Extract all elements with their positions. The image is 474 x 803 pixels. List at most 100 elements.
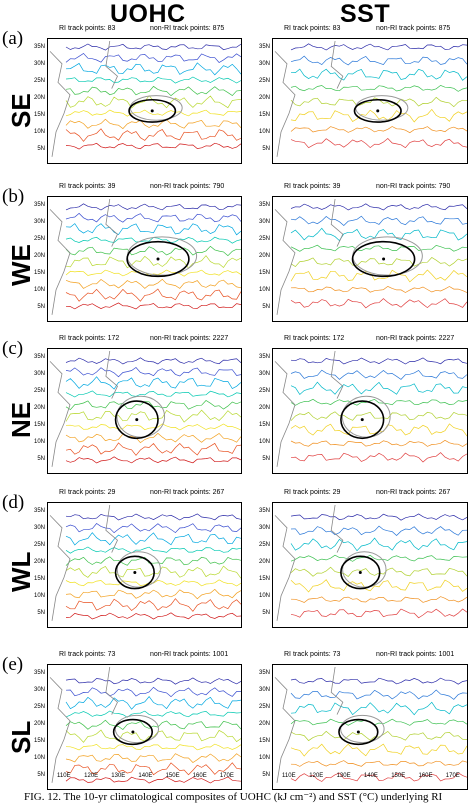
coastline <box>274 209 296 315</box>
ri-track-label: RI track points: 73 <box>284 651 341 658</box>
coastline <box>105 40 118 89</box>
lat-tick-label: 30N <box>258 218 270 225</box>
nonri-track-label: non-RI track points: 790 <box>376 183 451 190</box>
contour-line <box>290 369 467 380</box>
lat-tick-label: 25N <box>258 541 270 548</box>
row-letter: (e) <box>2 654 24 675</box>
contour-line <box>290 760 467 767</box>
contour-line <box>65 612 241 620</box>
contour-line <box>290 743 467 757</box>
contour-line <box>65 52 241 63</box>
lon-tick-label: 120E <box>309 773 324 779</box>
ri-track-label: RI track points: 172 <box>284 335 345 342</box>
contour-map <box>49 198 241 315</box>
lat-tick-label: 5N <box>262 771 270 778</box>
lat-tick-label: 10N <box>258 592 270 599</box>
ri-ellipse <box>340 400 385 440</box>
contour-line <box>290 411 467 421</box>
lat-tick-label: 25N <box>258 235 270 242</box>
contour-line <box>65 142 241 150</box>
nonri-ellipse <box>116 551 161 588</box>
lat-tick-label: 20N <box>258 94 270 101</box>
coastline <box>49 361 71 467</box>
lat-tick-label: 30N <box>258 60 270 67</box>
lat-tick-label: 35N <box>258 354 270 360</box>
coastline <box>105 198 118 247</box>
nonri-track-label: non-RI track points: 2227 <box>376 335 455 342</box>
lat-tick-label: 25N <box>33 541 45 548</box>
map-panel-sst: RI track points: 39 non-RI track points: … <box>259 183 468 322</box>
lat-tick-label: 35N <box>258 44 270 50</box>
contour-line <box>290 701 467 716</box>
contour-line <box>65 523 241 534</box>
contour-line <box>65 719 241 730</box>
contour-line <box>65 729 241 743</box>
contour-line <box>65 686 241 698</box>
ri-ellipse <box>112 718 154 746</box>
contour-line <box>290 772 467 782</box>
lat-tick-label: 30N <box>33 218 45 225</box>
contour-line <box>65 432 241 444</box>
lat-tick-label: 10N <box>33 438 45 445</box>
nonri-ellipse <box>342 551 387 588</box>
lat-tick-label: 5N <box>37 771 45 778</box>
ri-center-point <box>133 570 137 574</box>
lat-tick-label: 35N <box>33 202 45 208</box>
col-title-uohc: UOHC <box>110 0 186 28</box>
contour-line <box>290 398 467 406</box>
lon-tick-label: 120E <box>84 773 99 779</box>
lat-tick-label: 15N <box>258 421 270 428</box>
ri-center-point <box>135 418 139 422</box>
lon-tick-label: 140E <box>138 773 153 779</box>
lat-tick-label: 25N <box>33 703 45 710</box>
lat-tick-label: 30N <box>258 370 270 377</box>
coastline <box>274 515 296 621</box>
nonri-ellipse <box>116 395 166 438</box>
nonri-track-label: non-RI track points: 1001 <box>376 651 455 658</box>
contour-line <box>65 357 241 365</box>
lat-tick-label: 30N <box>33 686 45 693</box>
lat-tick-label: 20N <box>258 404 270 411</box>
ri-track-label: RI track points: 29 <box>284 489 341 496</box>
ri-track-label: RI track points: 172 <box>59 335 120 342</box>
contour-line <box>65 743 241 751</box>
row-letter: (c) <box>2 338 24 359</box>
contour-line <box>290 357 467 365</box>
coastline <box>274 51 296 157</box>
ri-ellipse <box>338 718 379 746</box>
nonri-track-label: non-RI track points: 875 <box>376 25 451 32</box>
contour-line <box>65 376 241 390</box>
lon-tick-label: 160E <box>418 773 433 779</box>
lat-tick-label: 10N <box>258 754 270 761</box>
nonri-track-label: non-RI track points: 1001 <box>150 651 229 658</box>
contour-line <box>65 423 241 431</box>
map-panel-uohc: RI track points: 83 non-RI track points: … <box>34 25 242 164</box>
lat-tick-label: 35N <box>33 354 45 360</box>
contour-line <box>65 456 241 464</box>
lat-tick-label: 15N <box>258 111 270 118</box>
map-area <box>47 38 242 164</box>
lat-tick-label: 15N <box>33 737 45 744</box>
lat-tick-label: 10N <box>258 438 270 445</box>
lat-tick-label: 35N <box>33 670 45 676</box>
ri-center-point <box>150 109 154 113</box>
coastline <box>49 677 71 783</box>
contour-line <box>290 596 467 603</box>
contour-line <box>65 532 241 546</box>
contour-line <box>65 753 241 763</box>
contour-map <box>49 666 241 784</box>
lat-tick-label: 25N <box>33 77 45 84</box>
contour-line <box>65 203 241 211</box>
lat-tick-label: 5N <box>262 455 270 462</box>
ri-track-label: RI track points: 29 <box>59 489 116 496</box>
row-abbr: WE <box>6 244 36 286</box>
lat-tick-label: 25N <box>33 235 45 242</box>
coastline <box>274 677 296 783</box>
nonri-ellipse <box>341 395 391 438</box>
lat-tick-label: 15N <box>33 421 45 428</box>
coastline <box>330 350 344 399</box>
lon-tick-label: 160E <box>192 773 207 779</box>
ri-center-point <box>156 257 160 261</box>
lat-tick-label: 20N <box>258 558 270 565</box>
col-title-sst: SST <box>340 0 391 28</box>
